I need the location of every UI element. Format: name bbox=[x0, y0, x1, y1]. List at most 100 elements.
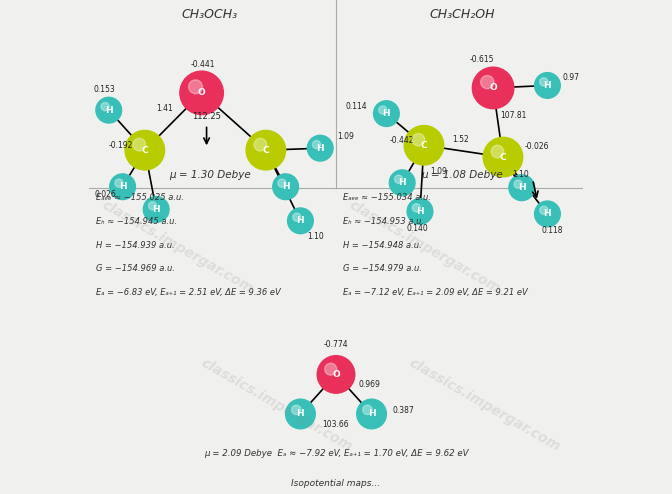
Text: classics.impergar.com: classics.impergar.com bbox=[199, 356, 355, 454]
Circle shape bbox=[412, 133, 425, 146]
Circle shape bbox=[180, 71, 223, 115]
Text: -0.026: -0.026 bbox=[525, 142, 549, 151]
Text: 1.09: 1.09 bbox=[337, 132, 354, 141]
Text: 112.25: 112.25 bbox=[192, 112, 221, 121]
Circle shape bbox=[374, 101, 399, 126]
Text: H: H bbox=[398, 178, 406, 187]
Circle shape bbox=[312, 140, 321, 149]
Circle shape bbox=[407, 199, 433, 224]
Text: O: O bbox=[332, 370, 340, 379]
Text: 0.118: 0.118 bbox=[542, 226, 563, 235]
Circle shape bbox=[288, 208, 313, 234]
Text: 0.114: 0.114 bbox=[345, 102, 367, 111]
Circle shape bbox=[278, 179, 286, 187]
Circle shape bbox=[363, 405, 372, 414]
Text: classics.impergar.com: classics.impergar.com bbox=[99, 198, 256, 296]
Circle shape bbox=[101, 102, 110, 111]
Text: -0.441: -0.441 bbox=[190, 60, 215, 69]
Text: μ = 2.09 Debye  Eₐ ≈ −7.92 eV, Eₐ₊₁ = 1.70 eV, ΔE = 9.62 eV: μ = 2.09 Debye Eₐ ≈ −7.92 eV, Eₐ₊₁ = 1.7… bbox=[204, 449, 468, 458]
Circle shape bbox=[535, 73, 560, 98]
Circle shape bbox=[540, 206, 548, 214]
Text: 107.81: 107.81 bbox=[501, 111, 527, 120]
Text: H: H bbox=[317, 144, 324, 153]
Text: 1.41: 1.41 bbox=[156, 104, 173, 113]
Circle shape bbox=[514, 180, 522, 188]
Text: -0.192: -0.192 bbox=[109, 141, 133, 150]
Circle shape bbox=[307, 135, 333, 161]
Circle shape bbox=[254, 138, 267, 151]
Text: 0.387: 0.387 bbox=[392, 406, 414, 415]
Circle shape bbox=[404, 125, 444, 165]
Text: C: C bbox=[263, 146, 269, 155]
Text: 0.140: 0.140 bbox=[406, 224, 428, 233]
Text: H: H bbox=[416, 207, 424, 216]
Text: H = −154.948 a.u.: H = −154.948 a.u. bbox=[343, 241, 422, 249]
Text: H: H bbox=[544, 209, 551, 218]
Circle shape bbox=[143, 197, 169, 222]
Text: classics.impergar.com: classics.impergar.com bbox=[347, 198, 503, 296]
Text: H = −154.939 a.u.: H = −154.939 a.u. bbox=[96, 241, 175, 249]
Circle shape bbox=[413, 204, 421, 212]
Text: H: H bbox=[382, 109, 390, 118]
Circle shape bbox=[286, 399, 315, 429]
Text: C: C bbox=[142, 146, 148, 155]
Text: -0.442: -0.442 bbox=[390, 136, 415, 145]
Circle shape bbox=[149, 202, 157, 210]
Text: H: H bbox=[153, 205, 160, 214]
Text: Isopotential maps...: Isopotential maps... bbox=[292, 479, 380, 488]
Text: H: H bbox=[296, 410, 304, 418]
Text: H: H bbox=[544, 81, 551, 90]
Text: 103.66: 103.66 bbox=[323, 420, 349, 429]
Text: CH₃OCH₃: CH₃OCH₃ bbox=[182, 8, 238, 21]
Text: H: H bbox=[119, 182, 126, 191]
Circle shape bbox=[293, 213, 301, 221]
Circle shape bbox=[480, 76, 494, 89]
Text: 0.026: 0.026 bbox=[95, 190, 117, 199]
Circle shape bbox=[133, 138, 146, 151]
Circle shape bbox=[357, 399, 386, 429]
Text: classics.impergar.com: classics.impergar.com bbox=[406, 356, 562, 454]
Text: Eₕ ≈ −154.953 a.u.: Eₕ ≈ −154.953 a.u. bbox=[343, 217, 425, 226]
Text: 1.52: 1.52 bbox=[453, 135, 469, 144]
Text: μ = 1.08 Debye: μ = 1.08 Debye bbox=[421, 170, 503, 180]
Circle shape bbox=[125, 130, 165, 170]
Text: C: C bbox=[421, 141, 427, 150]
Text: H: H bbox=[296, 216, 304, 225]
Circle shape bbox=[540, 78, 548, 86]
Text: O: O bbox=[198, 88, 206, 97]
Text: μ = 1.30 Debye: μ = 1.30 Debye bbox=[169, 170, 251, 180]
Text: Eₐ = −7.12 eV, Eₐ₊₁ = 2.09 eV, ΔE = 9.21 eV: Eₐ = −7.12 eV, Eₐ₊₁ = 2.09 eV, ΔE = 9.21… bbox=[343, 288, 528, 297]
Text: 1.10: 1.10 bbox=[512, 170, 529, 179]
Text: Eₐₑₑ ≈ −155.034 a.u.: Eₐₑₑ ≈ −155.034 a.u. bbox=[343, 193, 431, 202]
Text: H: H bbox=[105, 106, 113, 115]
Text: C: C bbox=[500, 153, 506, 162]
Text: H: H bbox=[282, 182, 290, 191]
Text: -0.774: -0.774 bbox=[324, 340, 348, 349]
Text: H: H bbox=[518, 183, 526, 192]
Circle shape bbox=[115, 179, 123, 187]
Circle shape bbox=[273, 174, 298, 200]
Circle shape bbox=[491, 145, 504, 158]
Text: O: O bbox=[489, 83, 497, 92]
Text: Eₕ ≈ −154.945 a.u.: Eₕ ≈ −154.945 a.u. bbox=[96, 217, 177, 226]
Circle shape bbox=[317, 356, 355, 393]
Circle shape bbox=[292, 405, 301, 414]
Circle shape bbox=[246, 130, 286, 170]
Circle shape bbox=[110, 174, 136, 200]
Text: Eₐₑₑ ≈ −155.025 a.u.: Eₐₑₑ ≈ −155.025 a.u. bbox=[96, 193, 184, 202]
Text: 0.97: 0.97 bbox=[562, 73, 579, 82]
Text: 1.10: 1.10 bbox=[307, 232, 324, 241]
Text: CH₃CH₂OH: CH₃CH₂OH bbox=[429, 8, 495, 21]
Circle shape bbox=[472, 67, 514, 109]
Text: Eₐ = −6.83 eV, Eₐ₊₁ = 2.51 eV, ΔE = 9.36 eV: Eₐ = −6.83 eV, Eₐ₊₁ = 2.51 eV, ΔE = 9.36… bbox=[96, 288, 281, 297]
Text: 1.09: 1.09 bbox=[430, 167, 447, 176]
Circle shape bbox=[389, 170, 415, 196]
Circle shape bbox=[189, 80, 202, 94]
Text: G = −154.969 a.u.: G = −154.969 a.u. bbox=[96, 264, 175, 273]
Circle shape bbox=[379, 106, 387, 114]
Circle shape bbox=[96, 97, 122, 123]
Circle shape bbox=[394, 175, 403, 183]
Text: 0.153: 0.153 bbox=[94, 85, 116, 94]
Text: G = −154.979 a.u.: G = −154.979 a.u. bbox=[343, 264, 422, 273]
Circle shape bbox=[325, 363, 337, 375]
